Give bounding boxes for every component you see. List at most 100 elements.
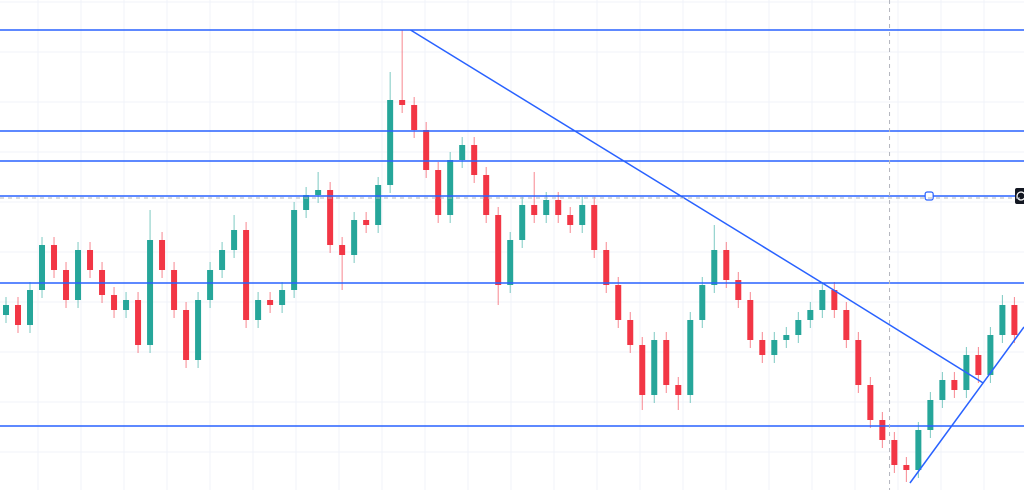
candle (27, 282, 34, 333)
candle (147, 210, 154, 353)
candle (807, 302, 814, 328)
candle (771, 332, 778, 363)
candle (471, 137, 478, 183)
candle-body (783, 335, 790, 340)
candle-body (351, 220, 358, 255)
candle-body (723, 250, 730, 280)
candle-body (651, 340, 658, 395)
candle (255, 292, 262, 328)
candle (75, 242, 82, 308)
candle (843, 302, 850, 348)
candle-body (51, 245, 58, 270)
candle-body (411, 105, 418, 130)
clock-icon (1016, 191, 1024, 201)
candle-body (819, 290, 826, 310)
candle-body (75, 250, 82, 300)
candle (303, 187, 310, 218)
candle-body (1011, 305, 1018, 335)
candle (339, 237, 346, 290)
candle (975, 347, 982, 383)
candle-body (195, 300, 202, 360)
candle-body (915, 430, 922, 470)
candle-body (387, 100, 394, 185)
candle-body (855, 340, 862, 385)
candle-body (423, 130, 430, 170)
candle (867, 377, 874, 428)
candle (63, 262, 70, 308)
candle-body (867, 385, 874, 420)
candle-body (555, 200, 562, 215)
candle-body (495, 215, 502, 285)
candle (87, 242, 94, 278)
candle-body (795, 320, 802, 335)
candle (15, 297, 22, 333)
price-label-icon[interactable] (1015, 188, 1024, 204)
candle-body (975, 355, 982, 375)
candle (267, 292, 274, 313)
candle (831, 282, 838, 318)
candle (951, 372, 958, 398)
candle (747, 292, 754, 348)
candle (855, 332, 862, 393)
candle (111, 287, 118, 318)
trend-line[interactable] (821, 282, 984, 384)
candle-body (807, 310, 814, 320)
candle-body (543, 200, 550, 215)
candle-body (999, 305, 1006, 335)
candle (495, 207, 502, 305)
candle-body (663, 340, 670, 385)
candle-body (183, 310, 190, 360)
candle (207, 262, 214, 308)
candle-body (927, 400, 934, 430)
candle (891, 432, 898, 473)
candle-body (339, 245, 346, 255)
trend-line[interactable] (909, 326, 1024, 484)
candle-body (711, 250, 718, 285)
candle (51, 237, 58, 278)
candle (231, 215, 238, 258)
candle-body (615, 285, 622, 320)
candle (627, 312, 634, 353)
candle-body (471, 145, 478, 175)
candle-body (903, 465, 910, 470)
candle (879, 412, 886, 448)
candle (159, 232, 166, 278)
candle-body (207, 270, 214, 300)
candle (507, 232, 514, 293)
candle (567, 207, 574, 233)
candle (135, 292, 142, 353)
candle (327, 182, 334, 253)
candle-body (135, 300, 142, 345)
candle (483, 167, 490, 223)
candle-body (147, 240, 154, 345)
candle (519, 197, 526, 248)
candles (3, 30, 1018, 482)
candle (999, 295, 1006, 343)
candle (675, 377, 682, 410)
candle-body (291, 210, 298, 290)
candle-body (111, 295, 118, 310)
candle (819, 282, 826, 318)
candle (183, 302, 190, 368)
candle (927, 392, 934, 438)
candle-body (675, 385, 682, 395)
candle-body (15, 305, 22, 325)
trend-line[interactable] (410, 29, 823, 284)
candle (915, 422, 922, 478)
candle-body (591, 205, 598, 250)
candle-body (303, 195, 310, 210)
drawings[interactable] (0, 29, 1024, 484)
candle (687, 312, 694, 403)
candle-body (843, 310, 850, 340)
candle-body (159, 240, 166, 270)
candle (399, 30, 406, 113)
candle-body (219, 250, 226, 270)
candle (3, 297, 10, 323)
candle (363, 212, 370, 233)
candle-body (39, 245, 46, 290)
line-handle[interactable] (924, 191, 934, 201)
candle (1011, 297, 1018, 343)
candle-body (315, 190, 322, 195)
